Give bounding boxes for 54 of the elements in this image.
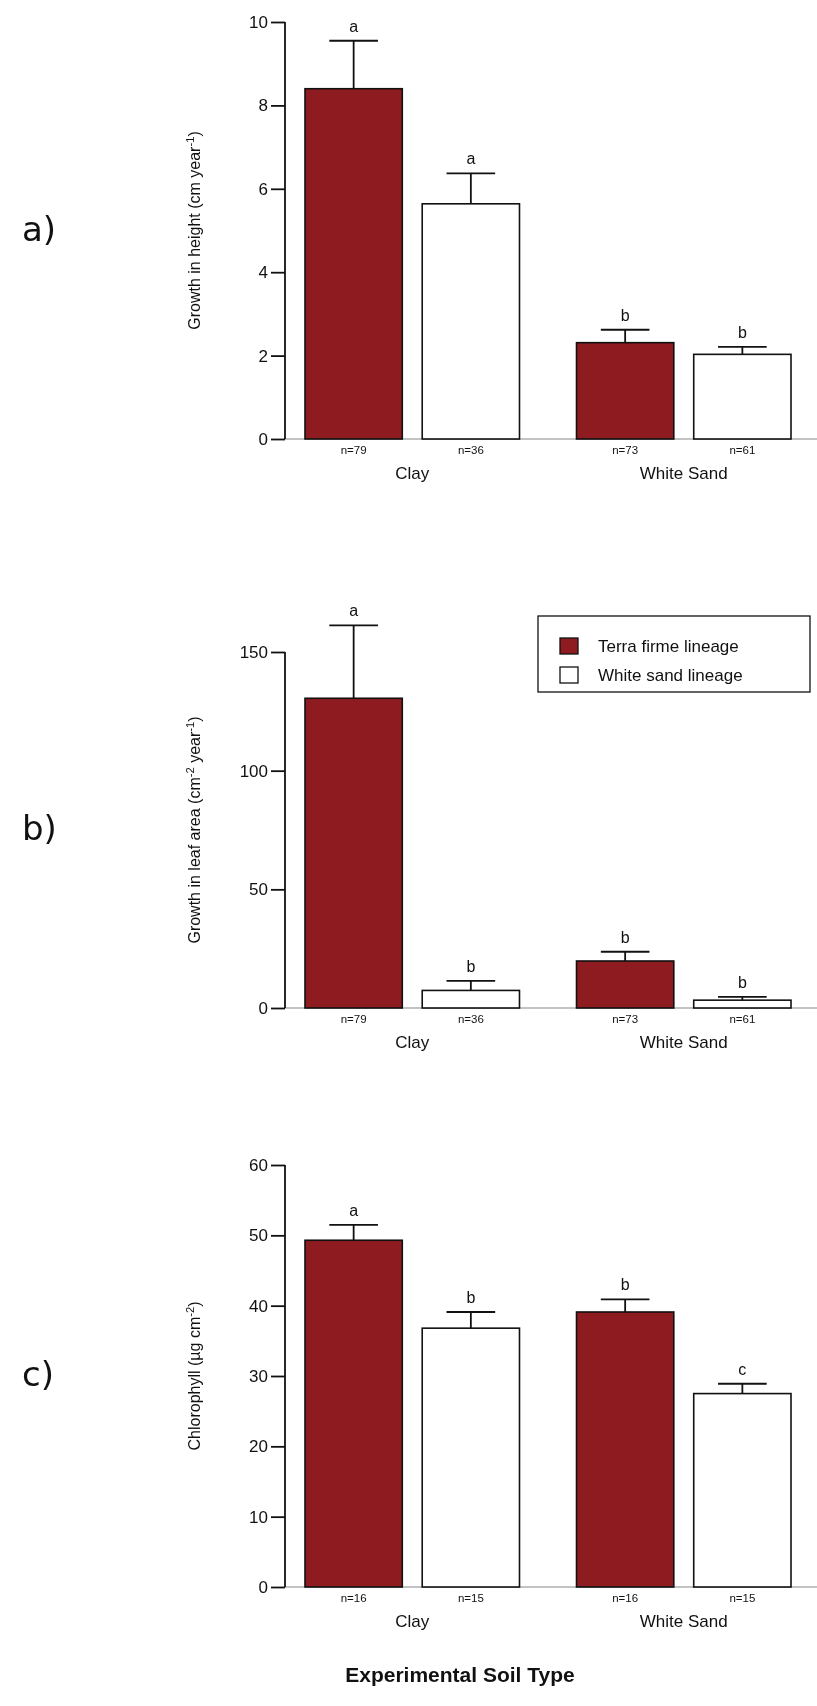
y-tick-label: 0 xyxy=(258,998,268,1018)
y-tick-label: 10 xyxy=(249,1507,268,1527)
y-tick-label: 50 xyxy=(249,880,268,900)
x-tick-label: White Sand xyxy=(639,1033,728,1052)
y-tick-label: 8 xyxy=(258,96,268,116)
x-tick-label: White Sand xyxy=(639,464,728,483)
text: n=79 xyxy=(340,1013,367,1025)
y-tick-label: 40 xyxy=(249,1296,268,1316)
y-tick-label: 20 xyxy=(249,1437,268,1457)
y-tick-label: 4 xyxy=(258,263,268,283)
y-tick-label: 0 xyxy=(258,429,268,449)
annotation: a xyxy=(349,17,359,35)
y-tick-label: 50 xyxy=(249,1226,268,1246)
annotation: b xyxy=(466,1289,476,1306)
annotation: b xyxy=(620,1276,630,1294)
y-tick-label: 60 xyxy=(249,1155,268,1175)
annotation: b xyxy=(737,973,747,991)
text: n=16 xyxy=(612,1592,639,1604)
text: n=61 xyxy=(729,444,756,456)
y-tick-label: 10 xyxy=(249,12,268,32)
annotation: b xyxy=(737,323,747,341)
text: n=73 xyxy=(612,1013,639,1025)
y-tick-label: 30 xyxy=(249,1366,268,1386)
text: n=61 xyxy=(729,1013,756,1025)
legend-label: Terra firme lineage xyxy=(598,637,739,656)
y-tick-label: 100 xyxy=(239,761,268,781)
annotation: a xyxy=(349,1201,359,1219)
text: a xyxy=(349,602,359,620)
annotation: b xyxy=(466,957,476,975)
bar xyxy=(692,999,792,1009)
text: n=15 xyxy=(457,1592,484,1604)
x-tick-label: Clay xyxy=(395,1033,430,1052)
text: b) xyxy=(22,808,57,848)
text: n=36 xyxy=(457,444,484,456)
text: n=16 xyxy=(340,1592,367,1604)
y-tick-label: 6 xyxy=(258,179,268,199)
text: n=36 xyxy=(457,1013,484,1025)
text: c) xyxy=(22,1354,54,1394)
annotation: c xyxy=(738,1360,747,1378)
annotation: b xyxy=(620,928,630,946)
text: n=73 xyxy=(612,444,639,456)
x-tick-label: Clay xyxy=(395,464,430,483)
x-tick-label: Clay xyxy=(395,1612,430,1631)
text: n=15 xyxy=(729,1592,756,1604)
x-tick-label: White Sand xyxy=(639,1612,728,1631)
y-tick-label: 0 xyxy=(258,1577,268,1597)
annotation: a xyxy=(466,150,476,168)
text: n=79 xyxy=(340,444,367,456)
y-tick-label: 150 xyxy=(239,642,268,662)
legend-label: White sand lineage xyxy=(598,666,743,685)
y-tick-label: 2 xyxy=(258,346,268,366)
x-axis-title: Experimental Soil Type xyxy=(345,1663,575,1686)
text: a) xyxy=(22,208,57,249)
annotation: b xyxy=(620,306,630,324)
